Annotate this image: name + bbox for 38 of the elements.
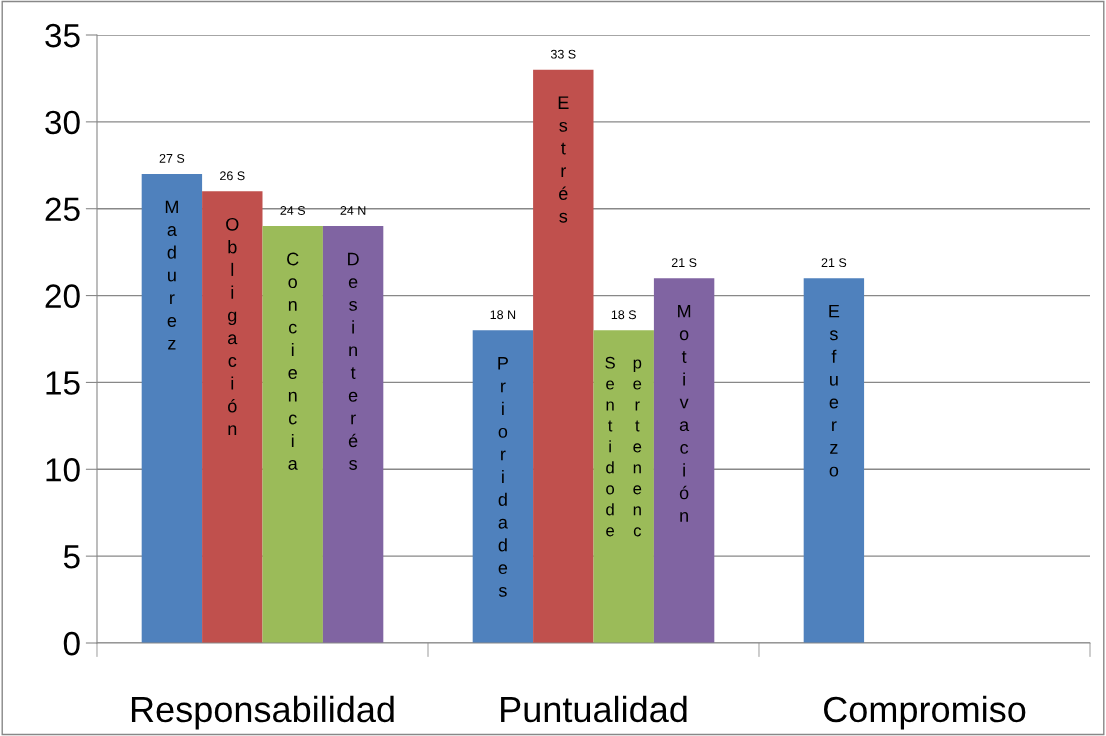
data-label: 27 S <box>159 153 185 163</box>
bar <box>262 226 323 643</box>
y-tick-label: 5 <box>63 545 80 569</box>
data-label: 18 S <box>611 310 636 320</box>
text: Conciencia <box>287 252 299 470</box>
y-tick-label: 25 <box>45 197 80 222</box>
bar <box>202 191 263 643</box>
y-tick-label: 10 <box>46 458 80 482</box>
bar <box>803 278 865 643</box>
annotation: Madurez <box>165 200 178 350</box>
annotation: Esfuerzo <box>829 304 840 477</box>
data-label: 24 N <box>340 206 366 215</box>
data-label: 24 S <box>280 206 305 215</box>
x-tick-label: Puntualidad <box>501 695 687 723</box>
x-tick-label: Responsabilidad <box>131 695 394 730</box>
annotation: Estrés <box>558 96 569 223</box>
y-tick-label: 30 <box>45 110 80 135</box>
bar <box>653 278 715 643</box>
text: Obligación <box>226 217 239 435</box>
text: Desinterés <box>348 252 359 470</box>
data-label: 26 S <box>220 171 245 181</box>
y-tick-label: 20 <box>45 284 80 308</box>
text: Prioridades <box>498 357 508 597</box>
y-tick-label: 0 <box>63 631 80 656</box>
bar <box>472 330 534 643</box>
data-label: 21 S <box>671 258 697 268</box>
y-tick-label: 35 <box>45 23 80 48</box>
bar <box>593 330 654 643</box>
data-label: 33 S <box>550 49 576 59</box>
x-tick-label: Compromiso <box>824 695 1026 730</box>
bar <box>141 173 203 643</box>
text: Sentidode pertenenc <box>605 356 642 537</box>
text: Motivación <box>678 304 691 522</box>
data-label: 18 N <box>490 310 516 320</box>
data-label: 21 S <box>821 258 847 268</box>
y-tick-label: 15 <box>46 371 80 395</box>
bar <box>533 69 594 643</box>
bar <box>322 226 384 643</box>
